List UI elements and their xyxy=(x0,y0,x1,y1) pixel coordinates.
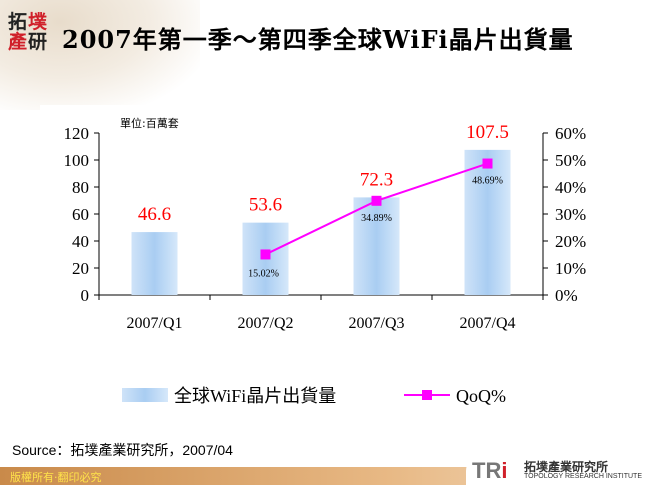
brand-mark-i: i xyxy=(501,458,508,483)
logo-char: 研 xyxy=(28,31,48,53)
qoq-marker xyxy=(260,249,271,260)
x-tick-label: 2007/Q1 xyxy=(127,315,183,332)
bar xyxy=(353,197,400,295)
right-tick-label: 10% xyxy=(555,259,586,278)
logo-char: 墣 xyxy=(28,11,48,33)
logo-char: 產 xyxy=(8,31,28,53)
bar-label: 53.6 xyxy=(249,195,282,216)
page-title: 2007年第一季～第四季全球WiFi晶片出貨量 xyxy=(62,25,574,54)
source-note: Source：拓墣產業研究所，2007/04 xyxy=(12,442,233,458)
brand-name-cn: 拓墣產業研究所 xyxy=(524,460,609,474)
right-tick-label: 50% xyxy=(555,151,586,170)
right-tick-label: 60% xyxy=(555,124,586,143)
left-tick-label: 120 xyxy=(64,124,90,143)
legend-line-marker xyxy=(422,390,432,400)
logo: 拓 墣 產 研 xyxy=(8,12,48,52)
legend-line-label: QoQ% xyxy=(456,386,506,406)
left-tick-label: 80 xyxy=(72,178,89,197)
right-tick-label: 0% xyxy=(555,286,578,305)
bar-label: 107.5 xyxy=(466,122,509,143)
qoq-label: 48.69% xyxy=(472,176,503,187)
bar xyxy=(131,232,178,295)
legend-bar-swatch xyxy=(122,388,168,402)
brand-mark: TR xyxy=(472,458,502,483)
qoq-label: 34.89% xyxy=(361,213,392,224)
x-tick-label: 2007/Q4 xyxy=(460,315,516,332)
left-tick-label: 0 xyxy=(81,286,90,305)
qoq-marker xyxy=(482,158,493,169)
background-map xyxy=(0,0,200,110)
legend-bar-label: 全球WiFi晶片出貨量 xyxy=(174,386,336,406)
x-tick-label: 2007/Q2 xyxy=(238,315,294,332)
tri-logo: TRi 拓墣產業研究所 TOPOLOGY RESEARCH INSTITUTE xyxy=(466,455,650,485)
bar xyxy=(464,149,511,295)
bar-label: 46.6 xyxy=(138,204,171,225)
qoq-label: 15.02% xyxy=(248,268,279,279)
x-tick-label: 2007/Q3 xyxy=(349,315,405,332)
right-tick-label: 30% xyxy=(555,205,586,224)
qoq-marker xyxy=(371,195,382,206)
left-tick-label: 60 xyxy=(72,205,89,224)
right-tick-label: 40% xyxy=(555,178,586,197)
copyright: 版權所有‧翻印必究 xyxy=(10,471,102,484)
bar-label: 72.3 xyxy=(360,169,393,190)
left-tick-label: 20 xyxy=(72,259,89,278)
right-tick-label: 20% xyxy=(555,232,586,251)
brand-name-en: TOPOLOGY RESEARCH INSTITUTE xyxy=(524,473,642,480)
logo-char: 拓 xyxy=(8,11,28,33)
left-tick-label: 100 xyxy=(64,151,90,170)
left-tick-label: 40 xyxy=(72,232,89,251)
unit-label: 單位:百萬套 xyxy=(120,116,179,130)
